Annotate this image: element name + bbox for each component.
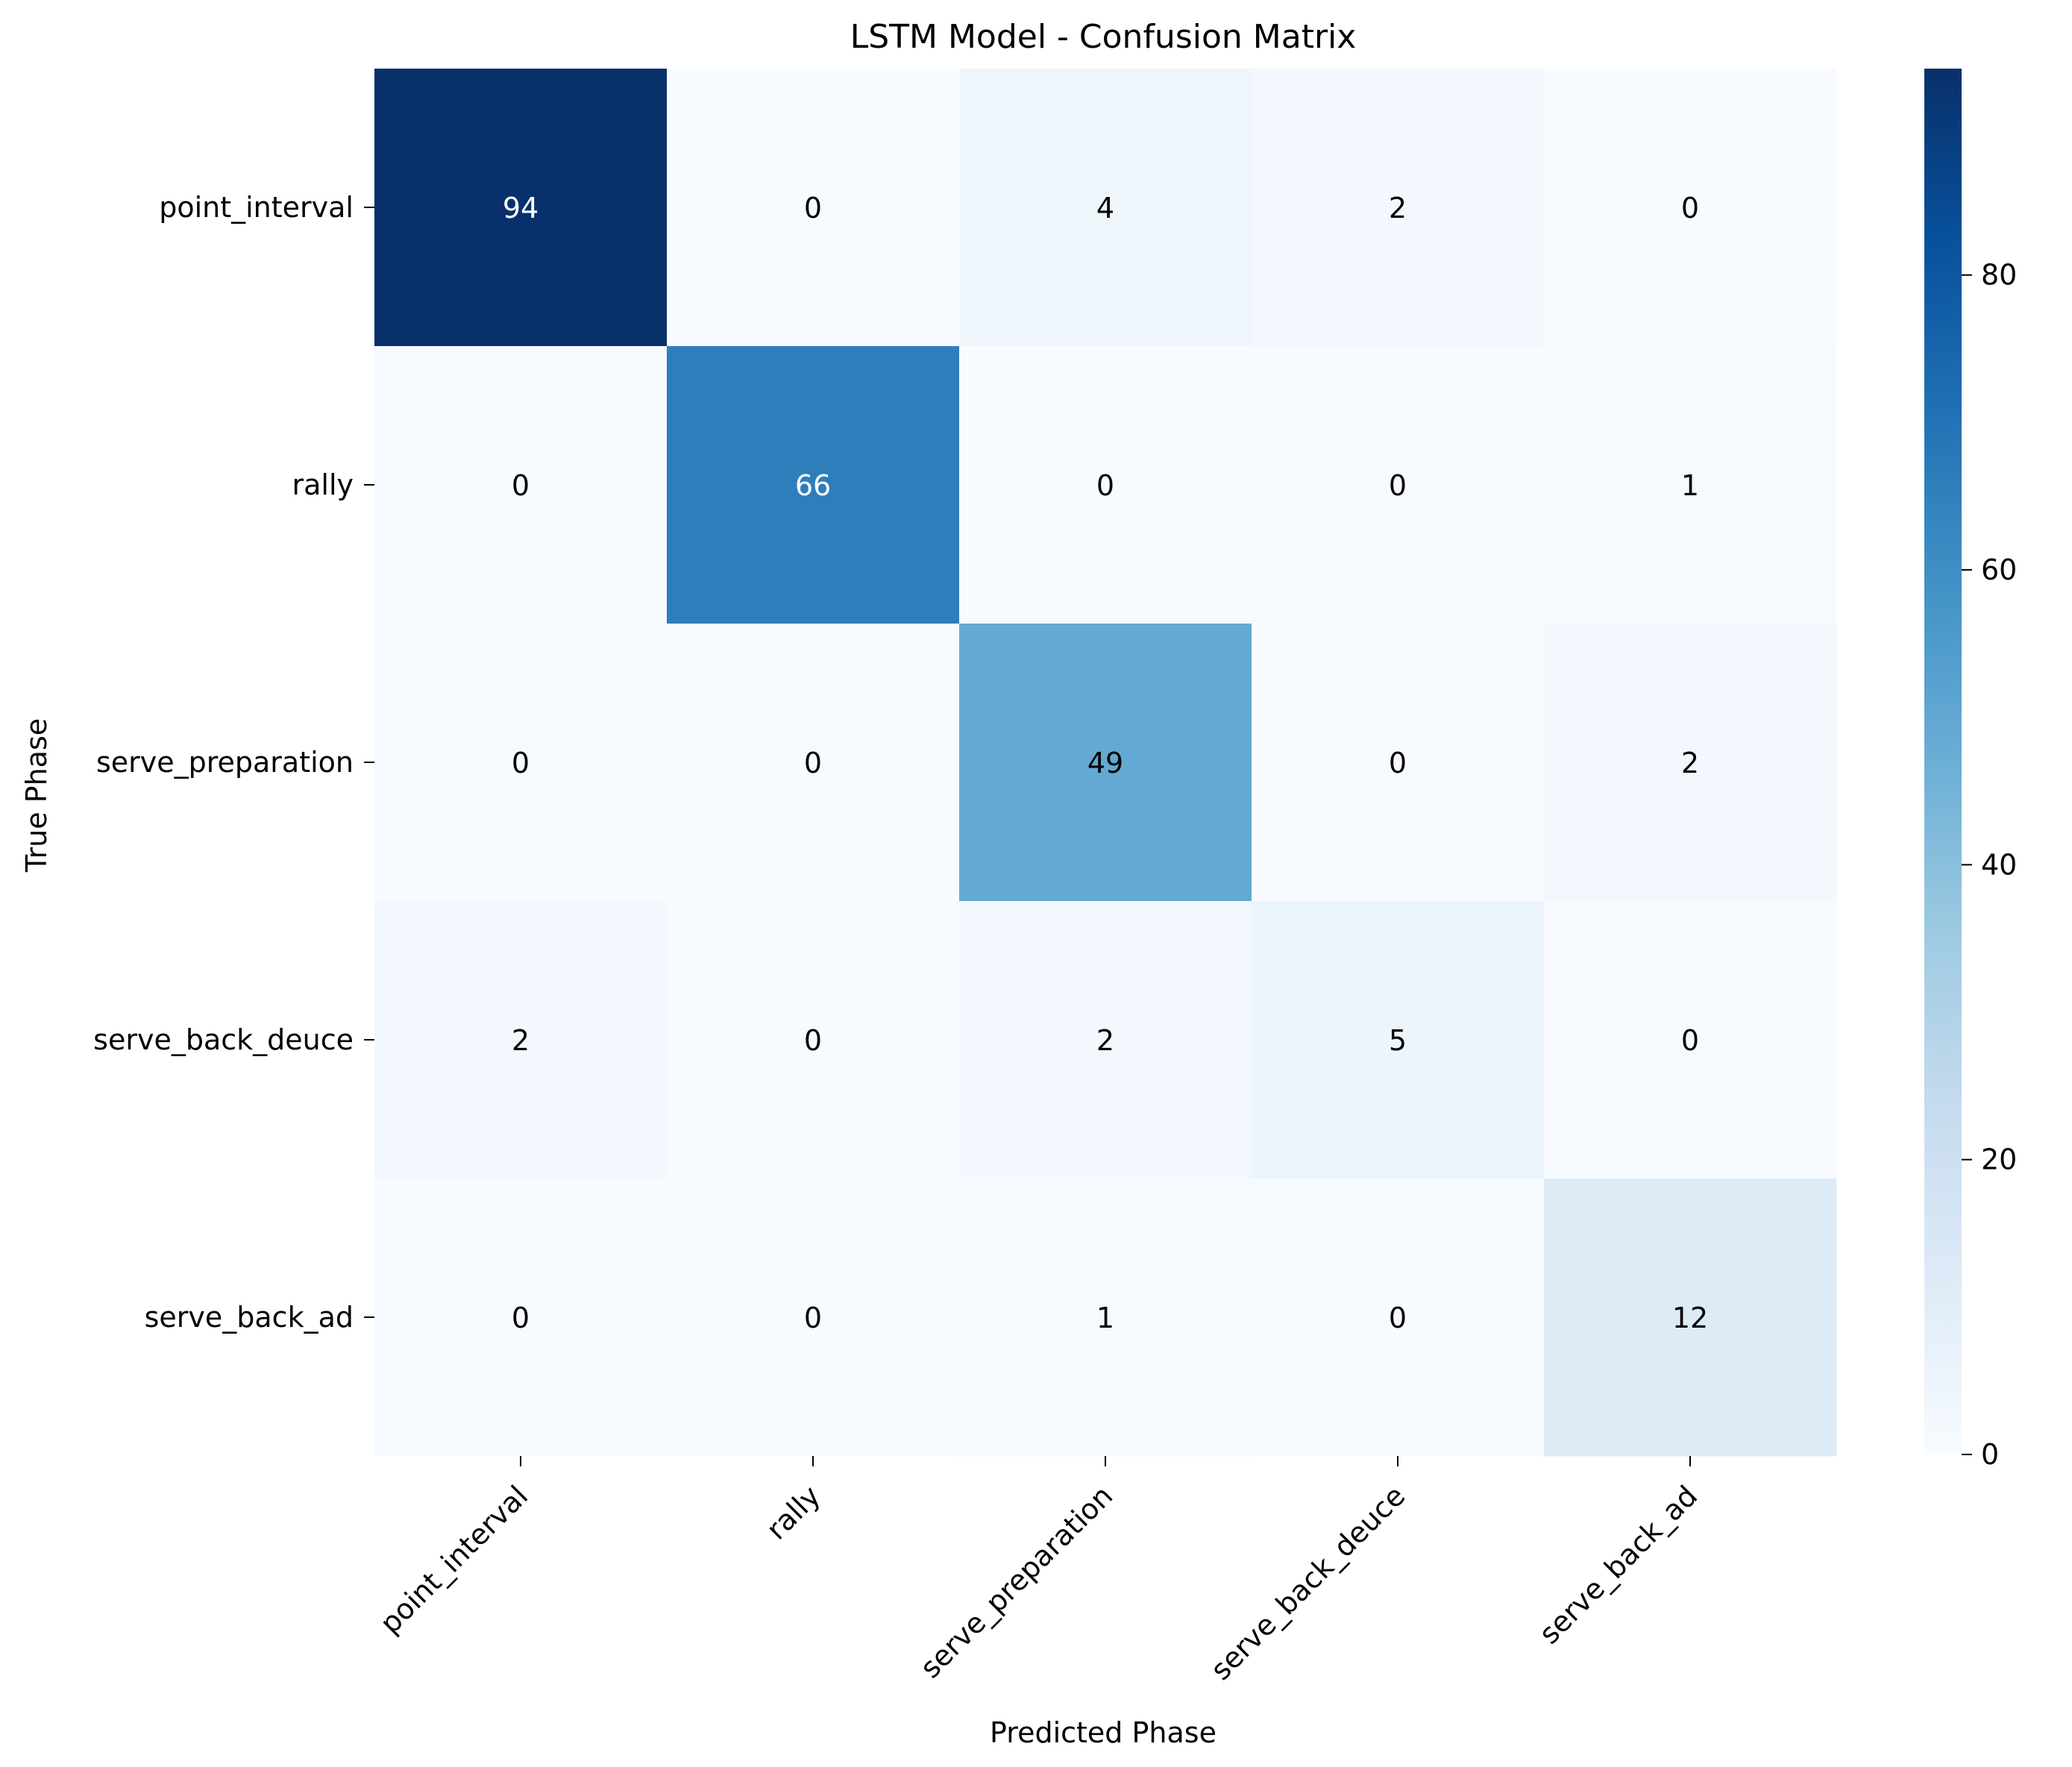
cell-annotations: 94 0 4 2 0 0 66 0 0 1 0 0 49 0 2 2 0 2 5 0 0 0 1 0 12 — [503, 192, 1708, 1334]
y-tick-label: serve_back_ad — [145, 1301, 354, 1334]
colorbar-tick-label: 20 — [1981, 1143, 2017, 1176]
heatmap-cell — [374, 624, 668, 902]
colorbar: 0 20 40 60 80 — [1924, 69, 2017, 1471]
cell-annotation: 0 — [804, 192, 822, 225]
cell-annotation: 0 — [1096, 469, 1114, 502]
heatmap-cell — [959, 901, 1252, 1179]
cell-annotation: 94 — [503, 192, 539, 225]
heatmap-cells — [374, 69, 1837, 1457]
cell-annotation: 0 — [512, 469, 530, 502]
y-axis-label: True Phase — [20, 718, 53, 873]
heatmap-cell — [1544, 1178, 1837, 1457]
cell-annotation: 0 — [804, 747, 822, 779]
heatmap-cell — [1252, 346, 1545, 624]
heatmap-cell — [1252, 1178, 1545, 1457]
cell-annotation: 0 — [1389, 469, 1407, 502]
heatmap-cell — [1252, 624, 1545, 902]
heatmap-cell — [1544, 69, 1837, 347]
heatmap-cell — [667, 69, 960, 347]
cell-annotation: 2 — [1389, 192, 1407, 225]
cell-annotation: 5 — [1389, 1024, 1407, 1057]
y-tick-label: point_interval — [159, 191, 354, 224]
chart-title: LSTM Model - Confusion Matrix — [850, 18, 1357, 56]
heatmap-cell — [1544, 346, 1837, 624]
cell-annotation: 0 — [804, 1024, 822, 1057]
cell-annotation: 0 — [1389, 747, 1407, 779]
y-tick-label: rally — [292, 468, 354, 501]
cell-annotation: 0 — [1389, 1302, 1407, 1334]
cell-annotation: 4 — [1096, 192, 1114, 225]
cell-annotation: 0 — [1681, 1024, 1699, 1057]
cell-annotation: 1 — [1681, 469, 1699, 502]
colorbar-gradient — [1924, 69, 1962, 1454]
heatmap-cell — [667, 901, 960, 1179]
cell-annotation: 49 — [1087, 747, 1123, 779]
heatmap-cell — [1252, 901, 1545, 1179]
x-axis-label: Predicted Phase — [990, 1716, 1216, 1749]
heatmap-cell — [1252, 69, 1545, 347]
cell-annotation: 12 — [1672, 1302, 1708, 1334]
cell-annotation: 0 — [1681, 192, 1699, 225]
heatmap-cell — [959, 69, 1252, 347]
cell-annotation: 0 — [804, 1302, 822, 1334]
cell-annotation: 0 — [512, 1302, 530, 1334]
heatmap-cell — [374, 1178, 668, 1457]
heatmap-cell — [374, 901, 668, 1179]
colorbar-tick-label: 40 — [1981, 848, 2017, 881]
heatmap-cell — [959, 624, 1252, 902]
cell-annotation: 66 — [795, 469, 831, 502]
heatmap-cell — [1544, 624, 1837, 902]
y-tick-label: serve_preparation — [96, 746, 354, 779]
cell-annotation: 2 — [1096, 1024, 1114, 1057]
heatmap-cell — [374, 346, 668, 624]
heatmap-cell — [1544, 901, 1837, 1179]
colorbar-tick-label: 0 — [1981, 1438, 1999, 1471]
cell-annotation: 1 — [1096, 1302, 1114, 1334]
cell-annotation: 2 — [512, 1024, 530, 1057]
colorbar-tick-label: 60 — [1981, 553, 2017, 586]
heatmap-cell — [667, 624, 960, 902]
cell-annotation: 0 — [512, 747, 530, 779]
y-tick-label: serve_back_deuce — [93, 1023, 354, 1056]
heatmap-cell — [959, 1178, 1252, 1457]
heatmap-cell — [667, 346, 960, 624]
heatmap-cell — [667, 1178, 960, 1457]
colorbar-ticks: 0 20 40 60 80 — [1962, 259, 2017, 1471]
heatmap-cell — [959, 346, 1252, 624]
colorbar-tick-label: 80 — [1981, 259, 2017, 292]
heatmap-cell — [374, 69, 668, 347]
cell-annotation: 2 — [1681, 747, 1699, 779]
